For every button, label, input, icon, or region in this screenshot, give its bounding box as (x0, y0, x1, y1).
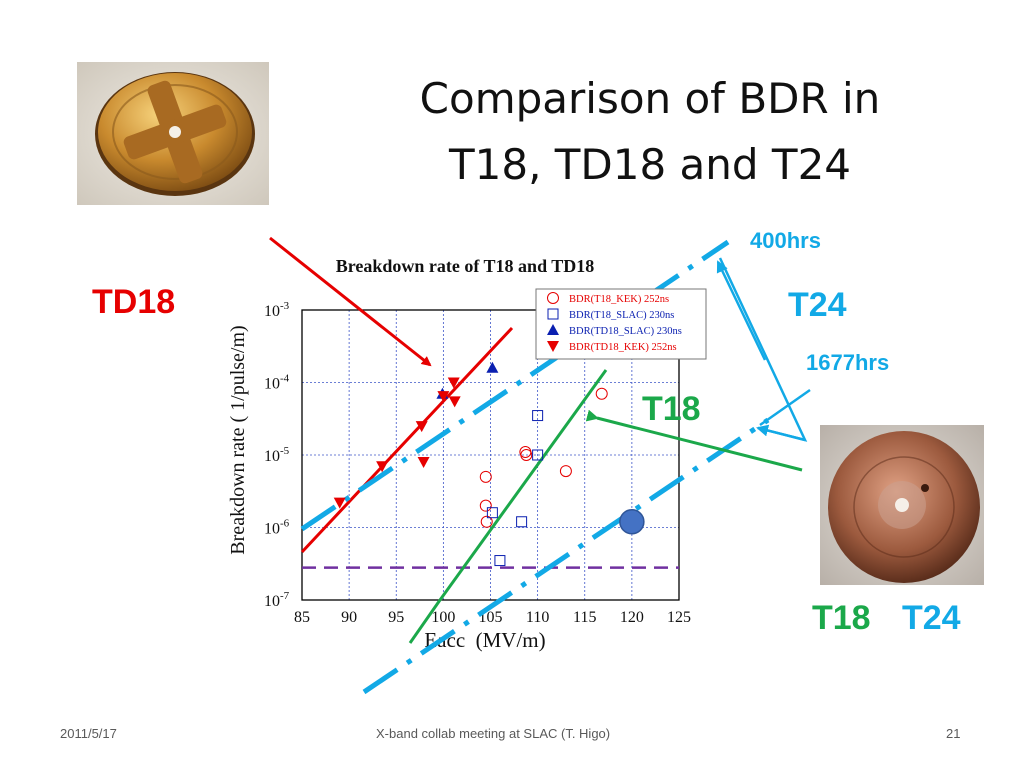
t18-fit-line (438, 369, 608, 601)
td18-disk-image (77, 62, 269, 205)
title-line-1: Comparison of BDR in (419, 74, 881, 123)
data-point (479, 470, 492, 483)
y-tick-label: 10-7 (264, 590, 290, 610)
data-point (447, 377, 460, 389)
t24-1677hrs-line (362, 417, 770, 695)
bottom-t18-label: T18 (812, 599, 871, 637)
1677hrs-label: 1677hrs (806, 350, 890, 375)
legend-entry: BDR(T18_KEK) 252ns (569, 294, 669, 305)
legend-entry: BDR(T18_SLAC) 230ns (569, 310, 674, 321)
t18-pointer-arrow (585, 409, 803, 472)
x-tick-labels: 85 90 95 100 105 110 115 120 125 (294, 609, 691, 626)
y-axis-label: Breakdown rate ( 1/pulse/m) (227, 325, 249, 554)
y-tick-labels: 10-3 10-4 10-5 10-6 10-7 (264, 300, 290, 610)
data-point (479, 499, 492, 512)
x-tick-label: 95 (388, 609, 404, 626)
legend-entry: BDR(TD18_KEK) 252ns (569, 342, 677, 353)
t24-pointer-arrow-tip (756, 424, 806, 442)
t24-highlight-point (619, 509, 645, 535)
chart-title: Breakdown rate of T18 and TD18 (336, 256, 595, 276)
td18-fit-line (300, 326, 514, 554)
t24-400hrs-line (300, 239, 730, 532)
td18-pointer-arrow (269, 236, 432, 367)
data-point (532, 410, 544, 422)
t24-label: T24 (788, 286, 847, 324)
footer-center: X-band collab meeting at SLAC (T. Higo) (376, 726, 611, 741)
t18-fit-line-extension (408, 599, 442, 644)
data-point (437, 391, 450, 403)
t24-pointer-arrow-lower (759, 388, 811, 427)
data-point (494, 555, 506, 567)
data-point (448, 396, 461, 408)
400hrs-label: 400hrs (750, 228, 821, 253)
data-point (486, 507, 498, 519)
td18-disk-photo (77, 62, 269, 205)
legend-entry: BDR(TD18_SLAC) 230ns (569, 326, 682, 337)
t24-pointer-arrow-top (716, 260, 767, 361)
t18-label: T18 (642, 390, 701, 428)
x-tick-label: 115 (573, 609, 596, 626)
legend-marker (547, 308, 559, 320)
data-point (520, 449, 533, 461)
y-tick-label: 10-4 (264, 373, 290, 393)
footer-date: 2011/5/17 (60, 726, 117, 741)
legend-marker (547, 292, 559, 304)
slide-number: 21 (946, 726, 961, 741)
y-tick-label: 10-6 (264, 518, 290, 538)
data-point (516, 516, 528, 528)
data-point (415, 421, 428, 433)
x-tick-label: 125 (667, 609, 691, 626)
y-tick-label: 10-3 (264, 300, 290, 320)
x-tick-label: 90 (341, 609, 357, 626)
t18-disk-image (820, 425, 984, 585)
data-point (480, 515, 493, 528)
data-point (333, 497, 346, 509)
data-points (333, 361, 608, 567)
bottom-t24-label: T24 (902, 599, 961, 637)
plot-frame (301, 309, 680, 601)
x-tick-label: 110 (526, 609, 549, 626)
data-point (417, 457, 430, 469)
y-tick-label: 10-5 (264, 445, 290, 465)
td18-label: TD18 (92, 283, 176, 321)
data-point (595, 387, 608, 400)
t18-t24-disk-photo (820, 425, 984, 585)
legend-marker (547, 341, 559, 352)
data-point (532, 449, 544, 461)
slide-title: Comparison of BDR in T18, TD18 and T24 (360, 66, 940, 198)
x-tick-label: 120 (620, 609, 644, 626)
data-point (486, 361, 499, 373)
x-tick-label: 85 (294, 609, 310, 626)
legend-marker (547, 324, 559, 335)
title-line-2: T18, TD18 and T24 (448, 140, 852, 189)
legend: BDR(T18_KEK) 252ns BDR(T18_SLAC) 230ns BDR… (535, 288, 707, 360)
x-tick-label: 100 (431, 609, 455, 626)
data-point (376, 461, 389, 473)
data-point (559, 465, 572, 478)
